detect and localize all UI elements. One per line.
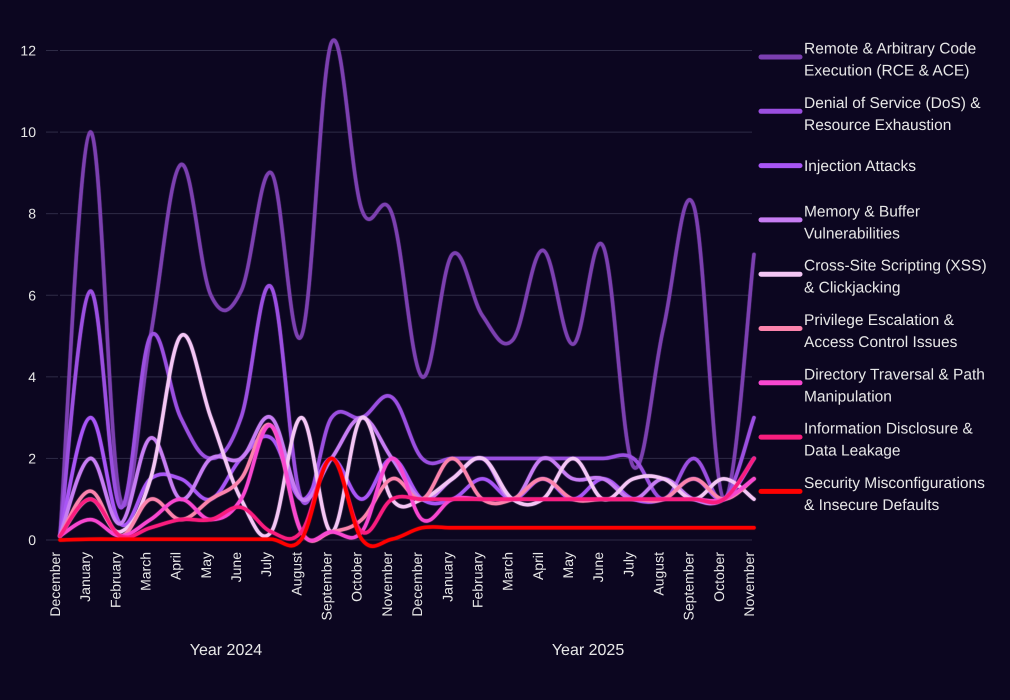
svg-text:July: July: [620, 552, 636, 577]
svg-text:April: April: [530, 552, 546, 580]
svg-text:Data Leakage: Data Leakage: [804, 443, 901, 460]
svg-text:May: May: [560, 552, 576, 578]
svg-text:& Insecure Defaults: & Insecure Defaults: [804, 497, 940, 514]
svg-text:Information Disclosure &: Information Disclosure &: [804, 421, 974, 438]
svg-text:8: 8: [28, 206, 36, 222]
svg-text:August: August: [288, 552, 304, 596]
svg-text:March: March: [500, 552, 516, 591]
svg-text:November: November: [741, 552, 757, 617]
svg-text:June: June: [228, 552, 244, 583]
svg-text:Access Control Issues: Access Control Issues: [804, 334, 958, 351]
svg-text:July: July: [258, 552, 274, 577]
svg-text:Injection Attacks: Injection Attacks: [804, 158, 916, 175]
svg-text:Directory Traversal & Path: Directory Traversal & Path: [804, 366, 985, 383]
svg-text:November: November: [379, 552, 395, 617]
svg-text:September: September: [681, 552, 697, 621]
svg-text:March: March: [138, 552, 154, 591]
svg-text:October: October: [711, 552, 727, 602]
svg-text:January: January: [439, 552, 455, 602]
svg-text:6: 6: [28, 287, 36, 303]
svg-text:December: December: [409, 552, 425, 617]
svg-text:February: February: [107, 552, 123, 608]
svg-text:Cross-Site Scripting (XSS): Cross-Site Scripting (XSS): [804, 258, 987, 275]
svg-text:Vulnerabilities: Vulnerabilities: [804, 225, 900, 242]
svg-text:Resource Exhaustion: Resource Exhaustion: [804, 117, 951, 134]
svg-text:June: June: [590, 552, 606, 583]
svg-text:12: 12: [20, 43, 36, 59]
svg-text:December: December: [47, 552, 63, 617]
svg-text:April: April: [168, 552, 184, 580]
svg-text:Execution (RCE & ACE): Execution (RCE & ACE): [804, 63, 969, 80]
svg-text:10: 10: [20, 124, 36, 140]
svg-text:& Clickjacking: & Clickjacking: [804, 280, 900, 297]
svg-text:January: January: [77, 552, 93, 602]
svg-text:Security Misconfigurations: Security Misconfigurations: [804, 475, 985, 492]
svg-text:Denial of Service (DoS) &: Denial of Service (DoS) &: [804, 95, 981, 112]
svg-text:Memory & Buffer: Memory & Buffer: [804, 203, 920, 220]
svg-text:0: 0: [28, 532, 36, 548]
svg-text:August: August: [650, 552, 666, 596]
svg-text:May: May: [198, 552, 214, 578]
svg-text:Manipulation: Manipulation: [804, 388, 892, 405]
svg-text:Privilege Escalation &: Privilege Escalation &: [804, 312, 955, 329]
svg-text:February: February: [469, 552, 485, 608]
svg-text:Remote & Arbitrary Code: Remote & Arbitrary Code: [804, 41, 976, 58]
svg-text:Year 2024: Year 2024: [190, 642, 262, 659]
svg-text:September: September: [319, 552, 335, 621]
svg-text:2: 2: [28, 450, 36, 466]
svg-text:October: October: [349, 552, 365, 602]
svg-text:Year 2025: Year 2025: [552, 642, 624, 659]
svg-text:4: 4: [28, 369, 36, 385]
